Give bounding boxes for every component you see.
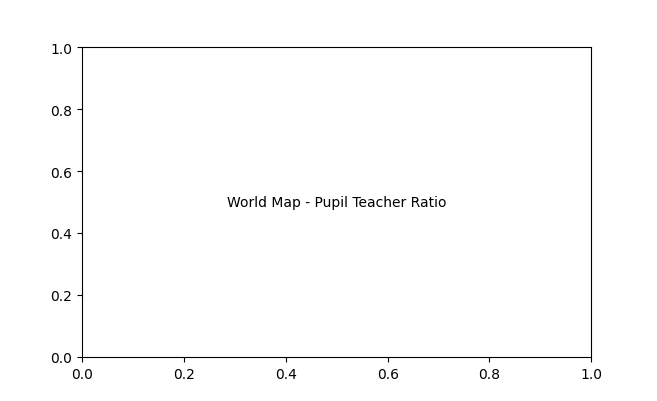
Text: World Map - Pupil Teacher Ratio: World Map - Pupil Teacher Ratio: [227, 196, 447, 209]
